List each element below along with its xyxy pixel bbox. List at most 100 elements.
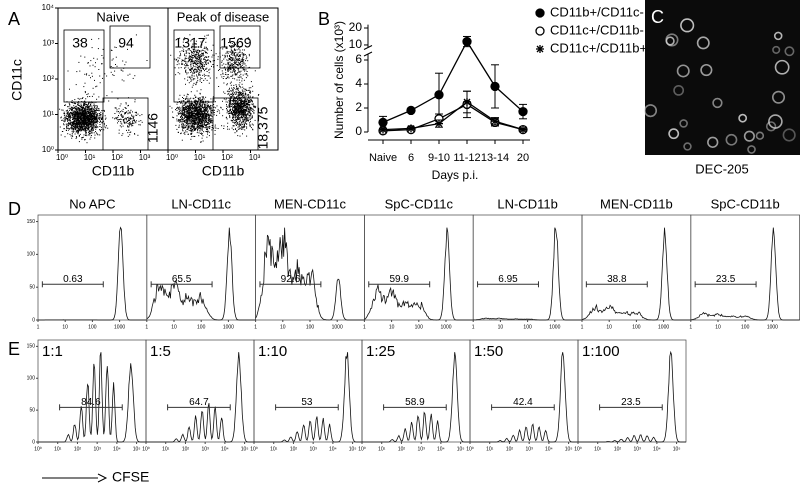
event-dot [190, 133, 192, 135]
event-dot [246, 127, 248, 129]
event-dot [224, 57, 226, 59]
x-tick-label: 10 [62, 324, 68, 330]
event-dot [197, 111, 199, 113]
event-dot [206, 119, 208, 121]
event-dot [91, 131, 93, 133]
event-dot [244, 122, 246, 124]
event-dot [197, 54, 199, 56]
event-dot [184, 64, 185, 66]
event-dot [89, 113, 91, 115]
event-dot [96, 120, 98, 121]
data-point [407, 124, 415, 133]
event-dot [191, 117, 193, 119]
event-dot [186, 117, 188, 119]
event-dot [199, 103, 200, 105]
event-dot [192, 115, 193, 117]
event-dot [198, 122, 199, 124]
event-dot [80, 103, 82, 105]
event-dot [127, 117, 128, 119]
event-dot [226, 109, 228, 111]
event-dot [203, 73, 205, 75]
event-dot [84, 123, 86, 125]
event-dot [249, 110, 251, 112]
event-dot [176, 103, 178, 105]
event-dot [242, 49, 244, 51]
event-dot [237, 72, 238, 74]
event-dot [89, 134, 91, 136]
event-dot [94, 107, 96, 109]
event-dot [185, 109, 187, 110]
event-dot [230, 90, 232, 92]
event-dot [244, 96, 246, 98]
event-dot [234, 66, 236, 68]
event-dot [233, 125, 235, 127]
event-dot [81, 98, 83, 99]
event-dot [210, 107, 212, 109]
event-dot [242, 59, 244, 61]
event-dot [250, 99, 252, 101]
event-dot [239, 107, 241, 109]
event-dot [93, 114, 95, 116]
event-dot [86, 118, 88, 120]
event-dot [200, 118, 202, 120]
event-dot [182, 97, 183, 98]
event-dot [239, 99, 241, 101]
event-dot [190, 114, 192, 115]
event-dot [233, 84, 235, 86]
event-dot [84, 118, 86, 120]
event-dot [99, 117, 101, 119]
event-dot [228, 100, 230, 102]
event-dot [199, 118, 201, 120]
event-dot [84, 115, 86, 117]
event-dot [120, 69, 122, 71]
event-dot [90, 126, 92, 127]
event-dot [202, 107, 203, 108]
event-dot [204, 47, 206, 49]
event-dot [178, 111, 180, 113]
event-dot [114, 46, 116, 48]
cell-ring [679, 119, 688, 128]
event-dot [232, 59, 234, 61]
event-dot [229, 110, 231, 112]
event-dot [79, 133, 81, 135]
event-dot [187, 127, 189, 129]
event-dot [240, 66, 242, 68]
event-dot [227, 62, 228, 64]
event-dot [199, 93, 201, 95]
event-dot [186, 124, 188, 126]
event-dot [79, 70, 81, 72]
event-dot [87, 134, 89, 136]
event-dot [199, 126, 201, 128]
event-dot [80, 110, 82, 112]
event-dot [206, 51, 207, 53]
event-dot [240, 122, 242, 124]
event-dot [181, 119, 183, 120]
event-dot [210, 49, 212, 51]
event-dot [68, 102, 70, 104]
event-dot [252, 96, 254, 98]
event-dot [207, 105, 209, 107]
event-dot [179, 57, 181, 59]
event-dot [198, 125, 200, 127]
event-dot [223, 82, 225, 84]
event-dot [201, 49, 203, 51]
event-dot [175, 74, 177, 76]
event-dot [132, 121, 134, 123]
event-dot [243, 126, 245, 128]
event-dot [72, 129, 74, 130]
event-dot [197, 100, 199, 102]
event-dot [89, 104, 91, 106]
event-dot [187, 67, 189, 69]
event-dot [194, 116, 196, 118]
event-dot [201, 54, 203, 56]
event-dot [244, 108, 245, 110]
event-dot [184, 111, 186, 113]
event-dot [191, 74, 193, 76]
event-dot [208, 72, 210, 74]
event-dot [203, 108, 205, 110]
event-dot [73, 122, 75, 124]
event-dot [75, 115, 76, 117]
event-dot [202, 140, 204, 142]
event-dot [78, 110, 80, 112]
event-dot [185, 50, 187, 52]
